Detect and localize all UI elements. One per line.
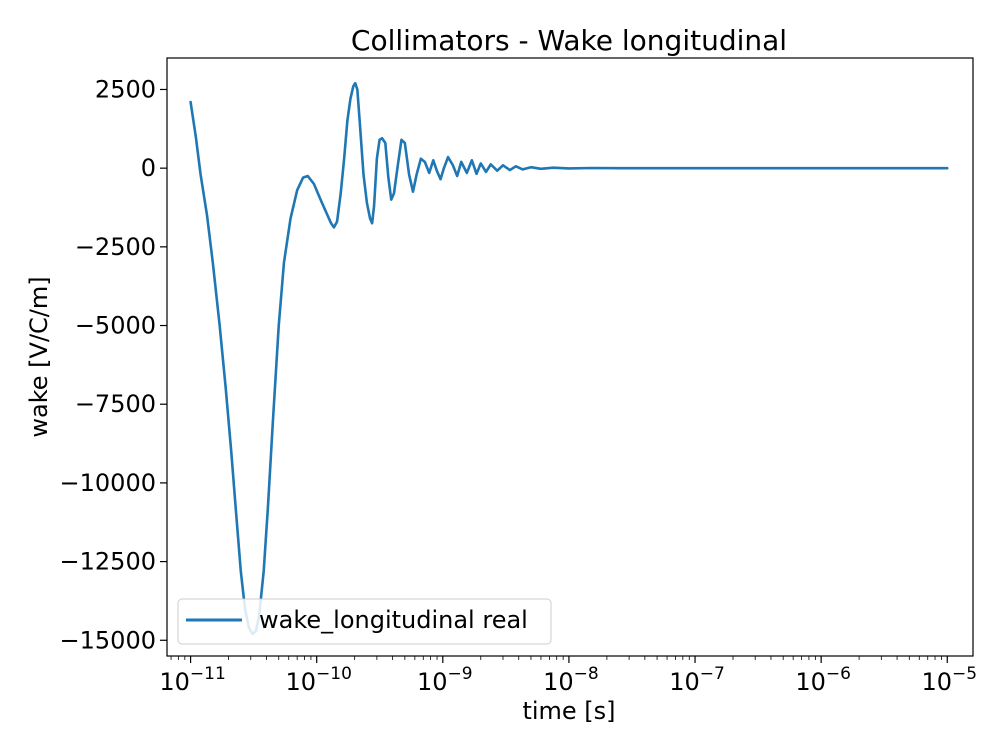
y-tick-label-7: −15000 — [60, 626, 156, 654]
series-line-0 — [189, 81, 949, 636]
x-tick-label-4: 10−7 — [669, 664, 725, 696]
x-tick-label-2: 10−9 — [417, 664, 473, 696]
x-tick-label-0: 10−11 — [159, 664, 225, 696]
y-tick-label-1: 0 — [141, 154, 156, 182]
x-tick-label-1: 10−10 — [285, 664, 351, 696]
x-tick-label-3: 10−8 — [543, 664, 599, 696]
x-tick-label-5: 10−6 — [795, 664, 851, 696]
y-axis-label: wake [V/C/m] — [25, 276, 53, 437]
plot-frame — [166, 57, 974, 657]
x-axis: 10−11 10−10 10−9 10−8 10−7 10−6 10−5 — [159, 656, 977, 696]
y-axis: 2500 0 −2500 −5000 −7500 −10000 −12500 −15000 — [60, 75, 167, 654]
legend-label: wake_longitudinal real — [259, 606, 528, 634]
y-tick-label-6: −12500 — [60, 548, 156, 576]
y-tick-label-4: −7500 — [75, 390, 156, 418]
legend-box — [177, 598, 552, 645]
x-tick-label-6: 10−5 — [921, 664, 977, 696]
legend: wake_longitudinal real — [177, 598, 552, 645]
y-tick-label-5: −10000 — [60, 469, 156, 497]
x-axis-label: time [s] — [522, 697, 615, 725]
y-tick-label-2: −2500 — [75, 233, 156, 261]
y-tick-label-0: 2500 — [95, 75, 156, 103]
series-layer — [189, 81, 949, 636]
chart-title: Collimators - Wake longitudinal — [351, 24, 787, 57]
y-tick-label-3: −5000 — [75, 312, 156, 340]
